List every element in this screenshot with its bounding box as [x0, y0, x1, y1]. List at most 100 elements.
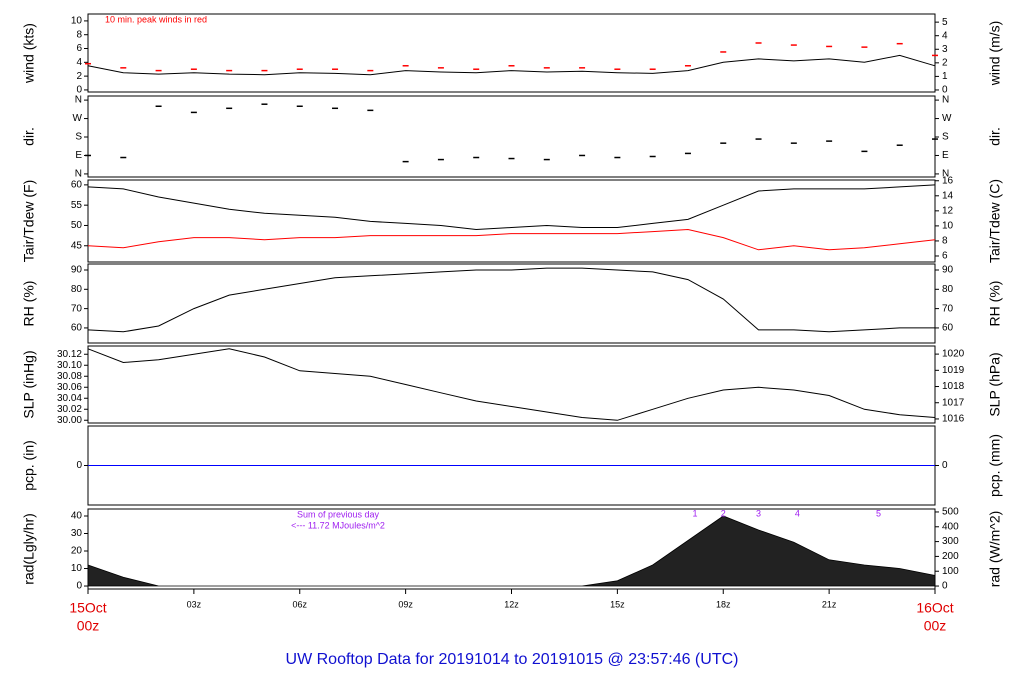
y-tick-label: 20: [71, 546, 83, 557]
y2-tick-label: 0: [942, 85, 948, 96]
line: [87, 184, 936, 231]
y2-tick-label: 6: [942, 251, 948, 262]
y2-tick-label: 3: [942, 44, 948, 55]
y-tick-label: 6: [76, 43, 82, 54]
x-tick-label: 21z: [822, 599, 837, 609]
date-label: 16Oct: [916, 600, 953, 616]
y-axis-label: dir.: [21, 127, 37, 146]
x-tick-label: 03z: [187, 599, 202, 609]
y-tick-label: 80: [71, 284, 83, 295]
y-tick-label: 60: [71, 180, 83, 191]
area: [87, 515, 936, 587]
y2-tick-label: 60: [942, 323, 954, 334]
y2-tick-label: 12: [942, 205, 954, 216]
annotation: <--- 11.72 MJoules/m^2: [291, 520, 385, 530]
y2-axis-label: SLP (hPa): [987, 352, 1003, 416]
y-tick-label: 30.04: [57, 393, 82, 404]
y-axis-label: SLP (inHg): [21, 350, 37, 418]
x-tick-label: 18z: [716, 599, 731, 609]
y-axis-label: pcp. (in): [21, 440, 37, 491]
date-label: 15Oct: [69, 600, 106, 616]
y-tick-label: 50: [71, 220, 83, 231]
y-tick-label: 8: [76, 29, 82, 40]
y2-tick-label: 70: [942, 303, 954, 314]
y2-axis-label: RH (%): [987, 281, 1003, 327]
y2-tick-label: 16: [942, 175, 954, 186]
y2-axis-label: rad (W/m^2): [987, 511, 1003, 588]
y-tick-label: 30.12: [57, 349, 82, 360]
y2-tick-label: 14: [942, 190, 954, 201]
y-tick-label: 30: [71, 528, 83, 539]
y2-tick-label: 1: [942, 71, 948, 82]
y2-tick-label: 4: [942, 30, 948, 41]
y2-axis-label: dir.: [987, 127, 1003, 146]
y-tick-label: S: [75, 132, 82, 143]
y-tick-label: N: [75, 95, 82, 106]
y2-axis-label: Tair/Tdew (C): [987, 179, 1003, 263]
panel-frame: [87, 95, 936, 178]
y-tick-label: 0: [76, 85, 82, 96]
y2-tick-label: 80: [942, 284, 954, 295]
y-tick-label: 70: [71, 303, 83, 314]
y2-tick-label: 100: [942, 566, 959, 577]
y2-tick-label: N: [942, 95, 949, 106]
line: [87, 348, 936, 421]
y2-tick-label: 200: [942, 551, 959, 562]
peak-label: 5: [876, 508, 881, 518]
y-tick-label: 30.06: [57, 382, 82, 393]
y2-tick-label: 300: [942, 536, 959, 547]
y2-axis-label: wind (m/s): [987, 21, 1003, 87]
y-tick-label: 90: [71, 265, 83, 276]
peak-label: 1: [693, 508, 698, 518]
y-tick-label: 55: [71, 200, 83, 211]
peak-label: 4: [795, 508, 800, 518]
x-tick-label: 12z: [504, 599, 519, 609]
panel-frame: [87, 263, 936, 344]
y2-tick-label: 8: [942, 236, 948, 247]
x-tick-label: 06z: [292, 599, 307, 609]
peak-label: 3: [756, 508, 761, 518]
y-tick-label: 10: [71, 16, 83, 27]
panel-frame: [87, 13, 936, 93]
y-tick-label: 4: [76, 57, 82, 68]
y-tick-label: E: [75, 150, 82, 161]
y2-tick-label: S: [942, 132, 949, 143]
y-tick-label: 10: [71, 563, 83, 574]
y2-tick-label: 1016: [942, 414, 965, 425]
x-tick-label: 09z: [398, 599, 413, 609]
y-tick-label: 30.08: [57, 371, 82, 382]
peak-label: 2: [721, 508, 726, 518]
y-tick-label: 0: [76, 581, 82, 592]
y2-tick-label: 2: [942, 57, 948, 68]
y-tick-label: N: [75, 169, 82, 180]
y2-tick-label: W: [942, 113, 952, 124]
y-tick-label: 45: [71, 240, 83, 251]
y2-tick-label: 10: [942, 221, 954, 232]
page-title: UW Rooftop Data for 20191014 to 20191015…: [286, 651, 739, 668]
panel-frame: [87, 345, 936, 424]
y-axis-label: Tair/Tdew (F): [21, 180, 37, 262]
y2-axis-label: pcp. (mm): [987, 434, 1003, 497]
x-tick-label: 00z: [77, 618, 100, 634]
y-tick-label: 2: [76, 71, 82, 82]
panel-frame: [87, 179, 936, 263]
y-axis-label: RH (%): [21, 281, 37, 327]
y2-tick-label: 1019: [942, 365, 965, 376]
annotation: Sum of previous day: [297, 509, 380, 519]
y2-tick-label: 0: [942, 460, 948, 471]
y-tick-label: 40: [71, 511, 83, 522]
line: [87, 54, 936, 76]
x-tick-label: 00z: [924, 618, 947, 634]
y2-tick-label: 90: [942, 265, 954, 276]
y-tick-label: 30.10: [57, 360, 82, 371]
line: [87, 228, 936, 251]
y2-tick-label: E: [942, 150, 949, 161]
line: [87, 267, 935, 333]
y-tick-label: W: [73, 113, 83, 124]
annotation: 10 min. peak winds in red: [105, 14, 207, 24]
y2-tick-label: 500: [942, 507, 959, 518]
y2-tick-label: 5: [942, 17, 948, 28]
y2-tick-label: 1017: [942, 397, 965, 408]
y-axis-label: wind (kts): [21, 23, 37, 84]
